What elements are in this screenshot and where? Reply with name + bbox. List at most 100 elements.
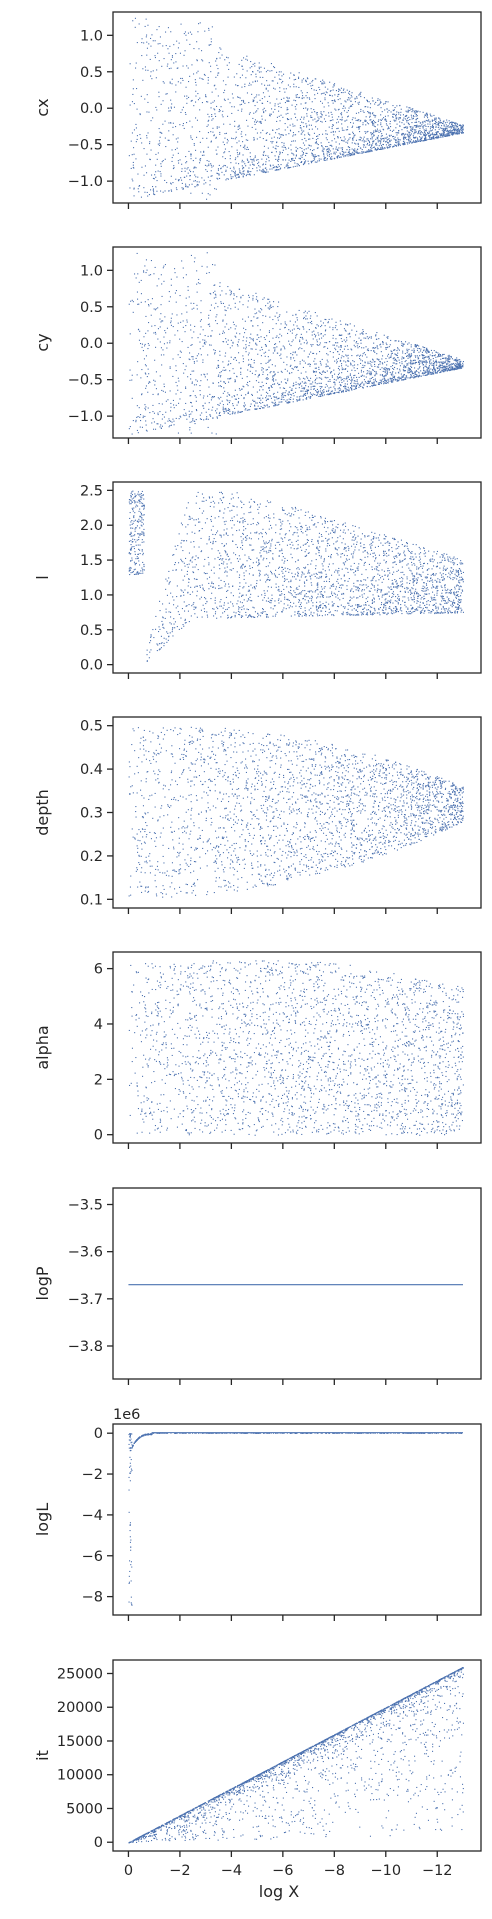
data-point <box>168 110 170 112</box>
data-point <box>293 74 295 76</box>
data-point <box>212 127 214 129</box>
data-point <box>184 167 186 169</box>
data-point <box>313 132 315 134</box>
data-point <box>379 129 381 131</box>
data-point <box>262 368 264 370</box>
data-point <box>237 401 239 403</box>
data-point <box>414 359 416 361</box>
data-point <box>395 139 397 141</box>
data-point <box>166 342 168 344</box>
data-point <box>216 177 218 179</box>
data-point <box>362 387 364 389</box>
data-point <box>270 113 272 115</box>
data-point <box>449 370 451 372</box>
data-point <box>456 361 458 363</box>
data-point <box>452 128 454 130</box>
data-point <box>218 366 220 368</box>
data-point <box>245 139 247 141</box>
data-point <box>318 338 320 340</box>
data-point <box>286 370 288 372</box>
data-point <box>251 126 253 128</box>
data-point <box>282 392 284 394</box>
data-point <box>383 129 385 131</box>
data-point <box>216 367 218 369</box>
data-point <box>278 115 280 117</box>
data-point <box>321 121 323 123</box>
data-point <box>420 131 422 133</box>
data-point <box>427 367 429 369</box>
data-point <box>180 351 182 353</box>
data-point <box>347 324 349 326</box>
data-point <box>315 394 317 396</box>
data-point <box>328 155 330 157</box>
data-point <box>442 121 444 123</box>
data-point <box>287 394 289 396</box>
data-point <box>358 139 360 141</box>
data-point <box>324 334 326 336</box>
data-point <box>199 333 201 335</box>
data-point <box>305 95 307 97</box>
data-point <box>302 326 304 328</box>
data-point <box>445 126 447 128</box>
data-point <box>241 136 243 138</box>
data-point <box>136 416 138 418</box>
data-point <box>201 59 203 61</box>
data-point <box>256 391 258 393</box>
data-point <box>447 130 449 132</box>
data-point <box>432 134 434 136</box>
data-point <box>290 144 292 146</box>
data-point <box>437 123 439 125</box>
data-point <box>398 142 400 144</box>
data-point <box>321 358 323 360</box>
data-point <box>170 67 172 69</box>
data-point <box>387 126 389 128</box>
data-point <box>224 133 226 135</box>
data-point <box>444 369 446 371</box>
data-point <box>142 79 144 81</box>
data-point <box>439 365 441 367</box>
data-point <box>345 323 347 325</box>
data-point <box>161 132 163 134</box>
data-point <box>360 108 362 110</box>
data-point <box>306 115 308 117</box>
data-point <box>338 108 340 110</box>
data-point <box>167 399 169 401</box>
data-point <box>145 69 147 71</box>
data-point <box>349 336 351 338</box>
data-point <box>263 337 265 339</box>
data-point <box>200 418 202 420</box>
data-point <box>409 107 411 109</box>
data-point <box>288 159 290 161</box>
data-point <box>286 364 288 366</box>
data-point <box>272 375 274 377</box>
data-point <box>305 398 307 400</box>
data-point <box>427 356 429 358</box>
data-point <box>272 337 274 339</box>
data-point <box>433 138 435 140</box>
data-point <box>291 140 293 142</box>
data-point <box>332 329 334 331</box>
data-point <box>414 110 416 112</box>
data-point <box>212 131 214 133</box>
data-point <box>278 337 280 339</box>
data-point <box>210 344 212 346</box>
data-point <box>325 114 327 116</box>
data-point <box>416 349 418 351</box>
data-point <box>169 420 171 422</box>
data-point <box>356 376 358 378</box>
data-point <box>166 347 168 349</box>
data-point <box>412 360 414 362</box>
data-point <box>247 381 249 383</box>
data-point <box>234 413 236 415</box>
data-point <box>264 96 266 98</box>
data-point <box>393 359 395 361</box>
data-point <box>240 297 242 299</box>
data-point <box>396 123 398 125</box>
data-point <box>445 124 447 126</box>
data-point <box>349 155 351 157</box>
data-point <box>289 320 291 322</box>
data-point <box>434 129 436 131</box>
data-point <box>410 344 412 346</box>
data-point <box>313 154 315 156</box>
data-point <box>285 165 287 167</box>
